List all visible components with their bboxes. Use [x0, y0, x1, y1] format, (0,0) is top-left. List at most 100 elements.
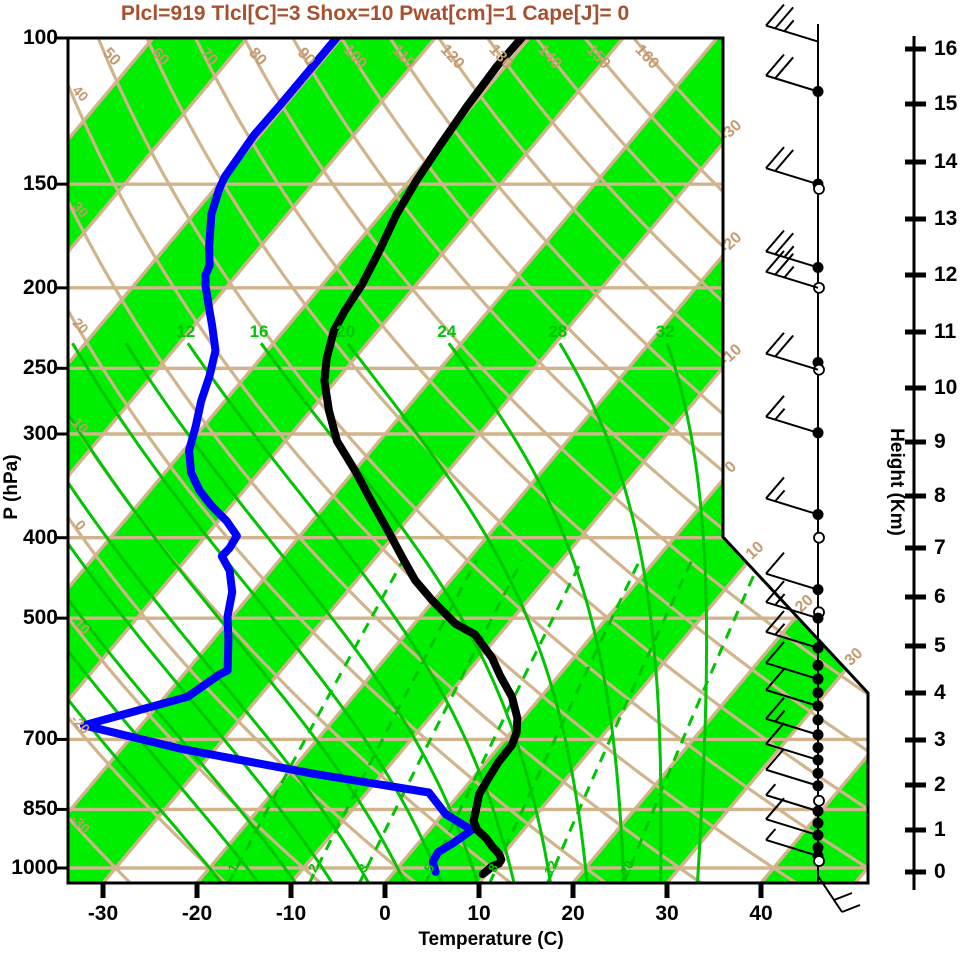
height-tick-label: 6 — [934, 585, 946, 608]
mixing-ratio-line — [545, 559, 694, 883]
temperature-tick-label: -30 — [87, 902, 119, 925]
dry-adiabat-line — [584, 38, 868, 883]
dry-adiabat-line — [194, 38, 868, 883]
green-band — [573, 38, 868, 883]
inline-scale-label: 10 — [743, 538, 768, 563]
temperature-tick-label: 30 — [655, 902, 679, 925]
wind-barb — [765, 476, 819, 516]
chart-title: Plcl=919 Tlcl[C]=3 Shox=10 Pwat[cm]=1 Ca… — [120, 2, 630, 25]
station-dot-open — [813, 531, 825, 544]
wind-barb — [765, 748, 819, 787]
green-band — [68, 38, 624, 883]
moist-adiabat-line — [68, 342, 408, 883]
mixing-ratio-line — [357, 559, 524, 883]
station-dot-open — [813, 855, 825, 867]
wind-barb — [765, 828, 819, 857]
pressure-tick-label: 1000 — [11, 856, 58, 879]
inline-scale-label: -20 — [68, 711, 94, 737]
moist-adiabat-line — [68, 342, 225, 883]
height-tick-label: 15 — [934, 92, 958, 115]
inline-scale-label: 30 — [842, 645, 867, 670]
axes — [57, 36, 926, 898]
wind-barb-column — [765, 3, 861, 913]
wind-barb — [765, 3, 819, 43]
mixing-ratio-lines — [226, 559, 762, 883]
moist-adiabat-line — [68, 342, 299, 883]
wind-barb — [765, 53, 819, 93]
height-tick-label: 1 — [934, 818, 946, 841]
mixing-ratio-line — [487, 559, 642, 883]
pressure-tick-label: 400 — [22, 525, 58, 549]
station-dot — [812, 767, 824, 779]
station-dot — [812, 659, 824, 671]
height-axis-label: Height (Km) — [886, 428, 907, 536]
inline-scale-label: 0 — [72, 517, 89, 534]
height-tick-label: 12 — [934, 263, 958, 286]
sounding-curves — [79, 38, 526, 879]
pressure-tick-label: 500 — [22, 606, 58, 630]
moist-adiabat-line — [68, 342, 372, 883]
wind-barb — [765, 580, 819, 620]
dry-adiabat-line — [292, 38, 868, 883]
wind-barb — [765, 722, 819, 761]
dewpoint-curve — [79, 38, 476, 876]
dry-adiabat-line — [68, 38, 802, 883]
moist-adiabat-lines — [68, 342, 709, 883]
moist-adiabat-line — [68, 342, 262, 883]
isotherm-line — [289, 38, 868, 883]
station-dot-open — [813, 183, 825, 195]
height-tick-label: 11 — [934, 320, 957, 343]
station-dot — [812, 842, 824, 854]
station-dot — [812, 817, 824, 829]
temperature-tick-label: 0 — [379, 902, 391, 925]
height-tick-label: 2 — [934, 773, 946, 796]
dry-adiabat-line — [486, 38, 868, 883]
wind-barb — [765, 332, 819, 371]
moist-adiabat-line — [259, 342, 553, 883]
pressure-tick-label: 250 — [22, 356, 58, 380]
dry-adiabat-line — [97, 38, 868, 883]
inline-scale-label: 32 — [656, 322, 675, 341]
station-dot — [812, 714, 824, 726]
mixing-ratio-line — [226, 559, 405, 883]
wind-barb — [765, 668, 819, 707]
pressure-tick-label: 700 — [22, 727, 58, 751]
moist-adiabat-line — [71, 342, 444, 883]
isotherm-line — [68, 38, 437, 883]
dry-adiabat-line — [340, 38, 868, 883]
pressure-tick-label: 300 — [22, 422, 58, 445]
mixing-ratio-line — [622, 559, 762, 883]
temperature-tick-label: -20 — [181, 902, 213, 925]
wind-barb — [765, 610, 819, 649]
isotherm-line — [665, 38, 868, 883]
mixing-ratio-line — [307, 559, 478, 883]
moist-adiabat-line — [124, 342, 480, 883]
temperature-curve — [320, 38, 526, 879]
moist-adiabat-line — [558, 342, 663, 883]
inline-scale-label: 16 — [250, 322, 269, 341]
dry-adiabat-line — [68, 38, 611, 883]
wind-barb — [765, 395, 819, 434]
inline-scale-label: 28 — [548, 322, 567, 341]
inline-scale-label: 120 — [437, 41, 468, 72]
mixing-ratio-line — [423, 559, 584, 883]
station-dot-open — [813, 794, 825, 807]
wind-barb — [765, 229, 819, 269]
wind-barb — [765, 783, 819, 813]
isotherm-line — [68, 38, 719, 883]
station-dot — [812, 687, 824, 699]
height-tick-label: 14 — [934, 150, 958, 173]
green-band — [68, 38, 436, 883]
wind-barb — [765, 697, 819, 736]
pressure-tick-label: 100 — [22, 26, 58, 49]
wind-barb — [765, 641, 819, 680]
temperature-tick-label: 20 — [561, 902, 585, 925]
isotherm-line — [68, 38, 625, 883]
isotherm-line — [68, 38, 531, 883]
dry-adiabat-line — [243, 38, 868, 883]
temperature-tick-label: 40 — [749, 902, 773, 925]
height-tick-label: 5 — [934, 634, 946, 657]
moist-adiabat-line — [447, 342, 626, 883]
moist-adiabat-line — [68, 342, 335, 883]
